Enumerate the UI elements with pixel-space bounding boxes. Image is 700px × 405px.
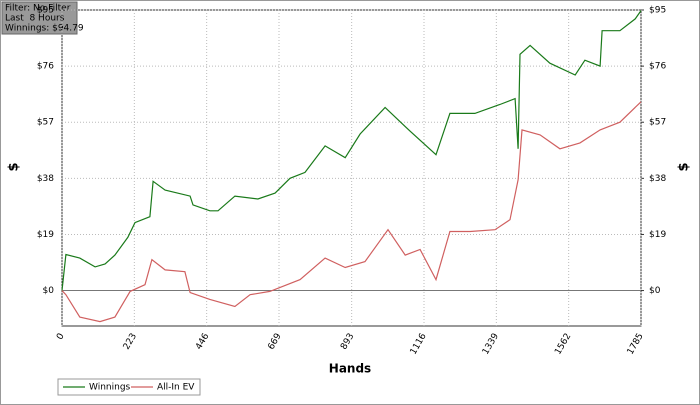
y2-tick-label: $19 [649, 230, 666, 240]
x-tick-label: 0 [55, 332, 67, 342]
y-tick-label: $38 [37, 174, 54, 184]
y-tick-label: $57 [37, 118, 54, 128]
series-line [61, 10, 642, 291]
y-tick-label: $0 [43, 286, 55, 296]
y2-tick-label: $57 [649, 118, 666, 128]
legend [57, 378, 201, 396]
info-text: Winnings: $94.79 [5, 24, 84, 34]
x-axis-label: Hands [329, 362, 371, 376]
y-tick-label: $19 [37, 230, 54, 240]
info-box [1, 1, 78, 35]
y2-tick-label: $0 [649, 286, 661, 296]
series-line [61, 101, 642, 323]
y2-tick-label: $95 [649, 6, 666, 16]
info-text: Filter: No Filter [5, 4, 71, 14]
y-axis-label: $ [7, 162, 22, 171]
info-text: Last 8 Hours [5, 14, 65, 24]
y-tick-label: $76 [37, 62, 54, 72]
y2-tick-label: $76 [649, 62, 666, 72]
legend-label: All-In EV [157, 383, 195, 393]
legend-label: Winnings [89, 383, 131, 393]
y2-tick-label: $38 [649, 174, 666, 184]
y2-axis-label: $ [677, 162, 692, 171]
y-tick-label: $95 [37, 6, 54, 16]
